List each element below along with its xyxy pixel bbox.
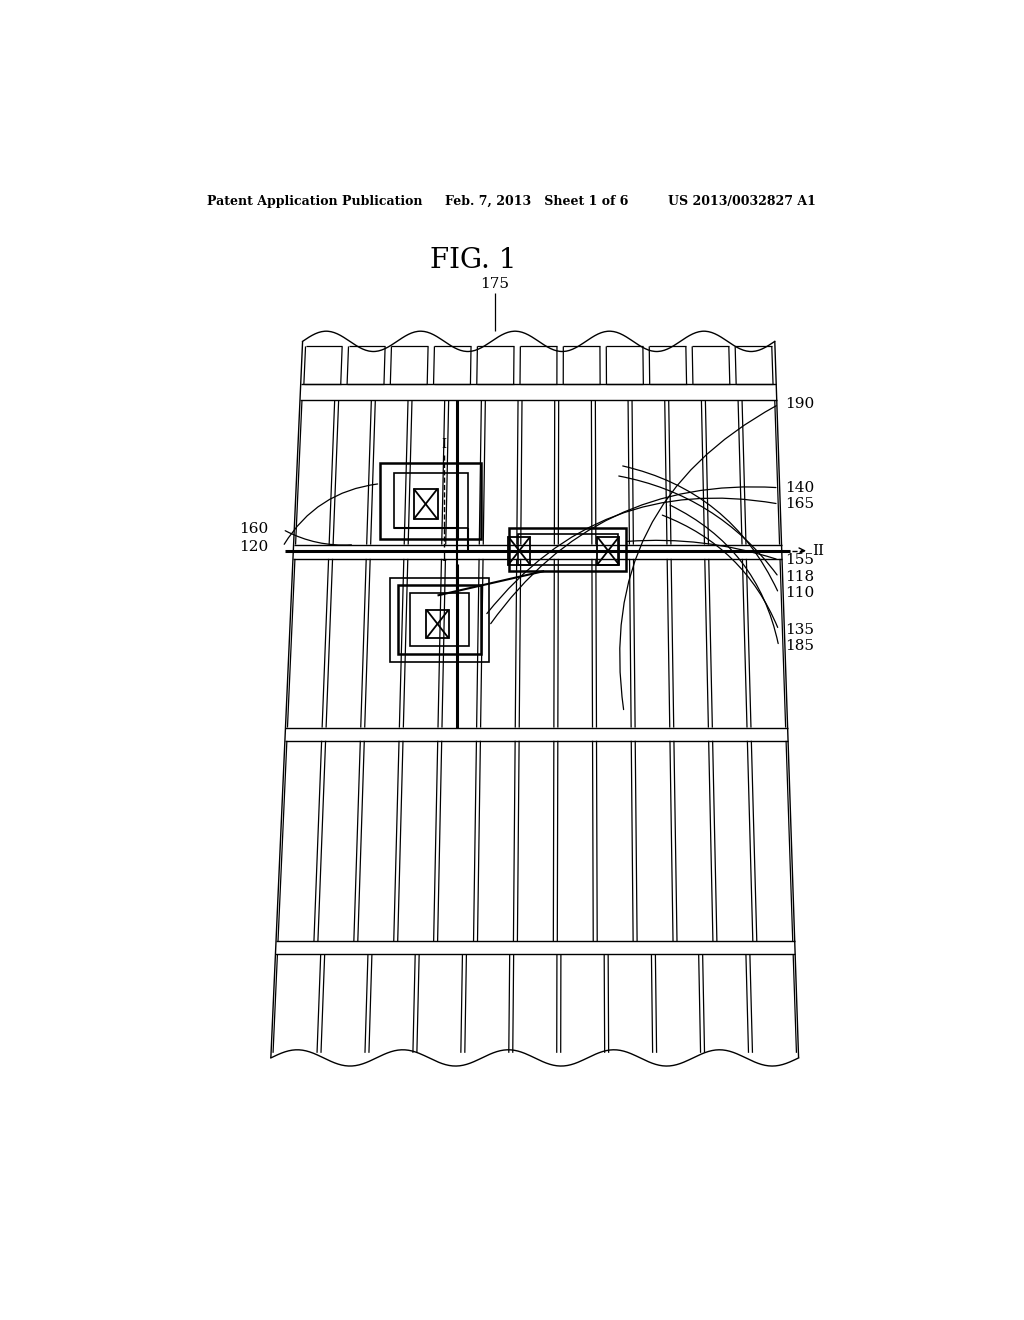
Text: 185: 185 xyxy=(785,639,814,653)
Bar xyxy=(509,528,627,572)
Text: 160: 160 xyxy=(240,523,268,536)
Text: FIG. 1: FIG. 1 xyxy=(430,247,516,273)
Text: I: I xyxy=(441,438,446,451)
Bar xyxy=(508,536,530,565)
Bar xyxy=(390,578,489,661)
Text: US 2013/0032827 A1: US 2013/0032827 A1 xyxy=(668,194,815,207)
Bar xyxy=(380,463,481,539)
Bar xyxy=(518,535,617,565)
Text: 155: 155 xyxy=(785,553,814,566)
Bar xyxy=(394,474,468,528)
Text: 140: 140 xyxy=(785,480,814,495)
Text: Feb. 7, 2013   Sheet 1 of 6: Feb. 7, 2013 Sheet 1 of 6 xyxy=(445,194,629,207)
Text: 165: 165 xyxy=(785,496,814,511)
Text: 110: 110 xyxy=(785,586,814,601)
Text: 175: 175 xyxy=(480,276,509,290)
Bar xyxy=(597,536,620,565)
Bar xyxy=(414,488,437,519)
Text: 118: 118 xyxy=(785,570,814,585)
Text: II: II xyxy=(812,544,824,558)
Bar xyxy=(397,585,481,655)
Bar xyxy=(426,610,449,638)
Bar xyxy=(410,594,469,647)
Text: 190: 190 xyxy=(785,397,814,412)
Text: Patent Application Publication: Patent Application Publication xyxy=(207,194,423,207)
Text: 135: 135 xyxy=(785,623,814,638)
Text: 120: 120 xyxy=(240,540,268,553)
Text: I: I xyxy=(441,550,446,564)
